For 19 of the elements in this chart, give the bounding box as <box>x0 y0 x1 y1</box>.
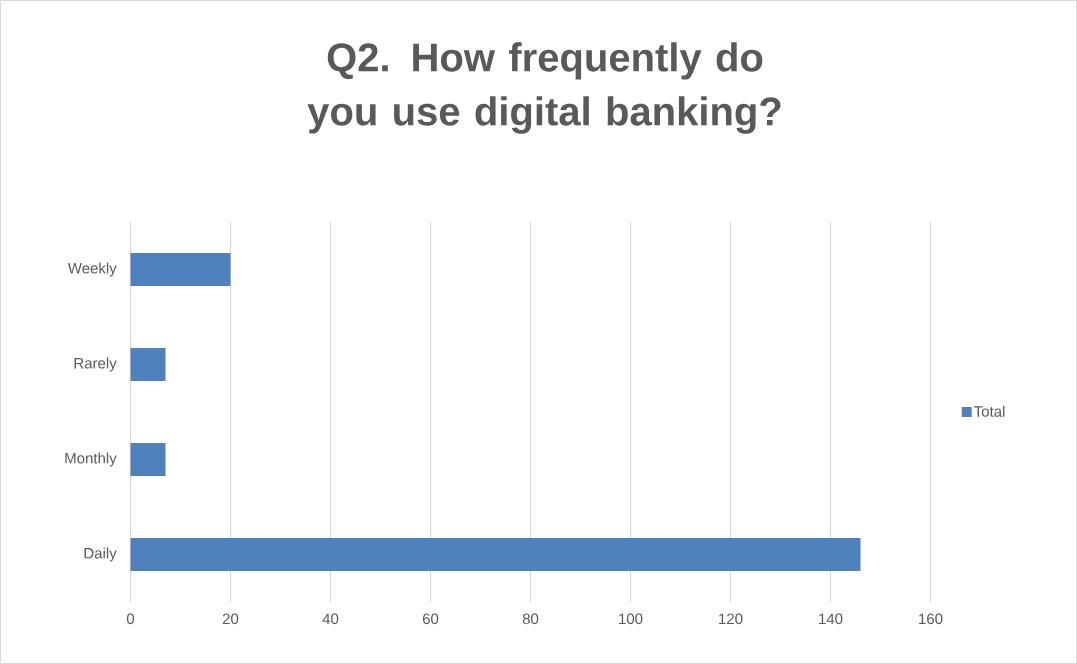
y-tick-label: Monthly <box>65 452 117 467</box>
x-tick-label: 80 <box>522 613 539 625</box>
y-tick-label: Daily <box>84 547 117 562</box>
y-tick-label: Rarely <box>74 357 117 372</box>
bar <box>130 253 231 286</box>
bar <box>130 538 861 571</box>
x-tick-label: 20 <box>222 613 239 625</box>
x-tick-label: 100 <box>619 613 643 625</box>
x-tick-label: 0 <box>126 613 135 625</box>
x-tick-label: 40 <box>322 613 339 625</box>
bar <box>130 443 166 476</box>
x-tick-label: 140 <box>819 613 843 625</box>
chart-title: Q2. How frequently do you use digital banking? <box>307 42 781 134</box>
bar <box>130 348 166 381</box>
legend-label: Total <box>974 405 1005 417</box>
x-tick-label: 160 <box>919 613 943 625</box>
x-tick-label: 60 <box>422 613 439 625</box>
y-tick-label: Weekly <box>67 262 117 277</box>
x-tick-label: 120 <box>719 613 743 625</box>
